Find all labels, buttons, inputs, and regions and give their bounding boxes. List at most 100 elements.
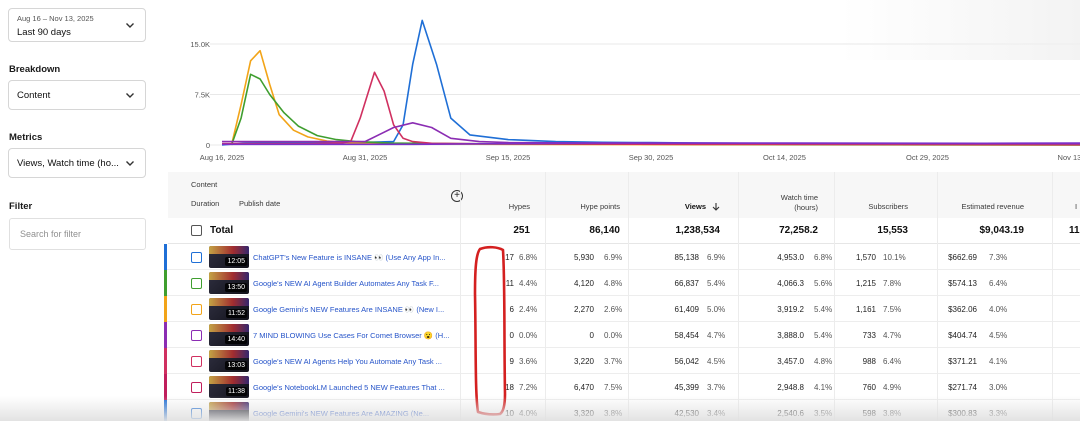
add-column-icon[interactable]: + <box>451 190 463 202</box>
table-header: Content Duration Publish date + Hypes Hy… <box>168 172 1080 218</box>
column-header-watch-time-unit: (hours) <box>794 203 818 212</box>
column-divider <box>1052 172 1053 421</box>
column-header-hype-points[interactable]: Hype points <box>580 202 620 211</box>
chevron-down-icon <box>126 23 134 28</box>
chevron-down-icon <box>126 93 134 98</box>
total-extra: 11, <box>1069 225 1080 236</box>
cell-revenue-pct: 4.1% <box>989 357 1008 366</box>
cell-subscribers: 733 <box>862 331 876 340</box>
cell-watch-time: 3,919.2 <box>777 305 804 314</box>
cell-views-pct: 6.9% <box>707 253 726 262</box>
cell-hype-points: 3,320 <box>573 409 594 418</box>
thumbnail-art <box>209 246 249 254</box>
video-thumbnail[interactable] <box>209 402 249 421</box>
series-line-4[interactable] <box>222 71 1080 146</box>
date-range-value: Last 90 days <box>17 27 71 38</box>
metrics-dropdown[interactable]: Views, Watch time (ho... <box>8 148 146 178</box>
x-tick-label: Sep 15, 2025 <box>486 153 531 162</box>
video-title-link[interactable]: Google's NEW AI Agents Help You Automate… <box>253 357 442 366</box>
table-row[interactable]: 13:03 Google's NEW AI Agents Help You Aut… <box>164 348 1080 374</box>
video-thumbnail[interactable]: 12:05 <box>209 246 249 268</box>
video-thumbnail[interactable]: 14:40 <box>209 324 249 346</box>
total-views: 1,238,534 <box>675 225 721 236</box>
video-title-link[interactable]: Google's NotebookLM Launched 5 NEW Featu… <box>253 383 445 392</box>
table-row[interactable]: 12:05 ChatGPT's New Feature is INSANE 👀 (… <box>164 244 1080 270</box>
row-checkbox[interactable] <box>191 252 202 263</box>
cell-subscribers: 988 <box>862 357 876 366</box>
cell-views-pct: 3.4% <box>707 409 726 418</box>
table-row[interactable]: 11:52 Google Gemini's NEW Features Are IN… <box>164 296 1080 322</box>
cell-subscribers-pct: 6.4% <box>883 357 902 366</box>
cell-revenue-pct: 3.0% <box>989 383 1008 392</box>
table-row[interactable]: 14:40 7 MIND BLOWING Use Cases For Comet … <box>164 322 1080 348</box>
row-checkbox[interactable] <box>191 278 202 289</box>
column-header-hypes[interactable]: Hypes <box>508 202 530 211</box>
filter-search-input[interactable] <box>20 229 140 239</box>
cell-subscribers: 1,570 <box>855 253 876 262</box>
column-header-duration[interactable]: Duration <box>191 199 220 208</box>
series-color-bar <box>164 374 167 400</box>
column-divider <box>545 172 546 421</box>
column-header-watch-time[interactable]: Watch time <box>780 193 818 202</box>
cell-subscribers: 760 <box>862 383 876 392</box>
column-header-views[interactable]: Views <box>684 202 706 211</box>
cell-revenue-pct: 4.0% <box>989 305 1008 314</box>
video-thumbnail[interactable]: 11:38 <box>209 376 249 398</box>
video-title-link[interactable]: Google Gemini's NEW Features Are AMAZING… <box>253 409 430 418</box>
row-checkbox[interactable] <box>191 304 202 315</box>
breakdown-dropdown[interactable]: Content <box>8 80 146 110</box>
content-table-body: 12:05 ChatGPT's New Feature is INSANE 👀 (… <box>164 244 1080 421</box>
cell-watch-time-pct: 5.6% <box>814 279 833 288</box>
cell-hypes: 18 <box>505 383 514 392</box>
cell-subscribers-pct: 3.8% <box>883 409 902 418</box>
thumbnail-art <box>209 272 249 280</box>
metrics-label: Metrics <box>9 132 43 143</box>
cell-subscribers-pct: 7.8% <box>883 279 902 288</box>
cell-hype-points-pct: 3.8% <box>604 409 623 418</box>
cell-revenue-pct: 4.5% <box>989 331 1008 340</box>
series-color-bar <box>164 244 167 270</box>
column-header-extra[interactable]: I <box>1075 202 1078 211</box>
row-checkbox[interactable] <box>191 330 202 341</box>
sort-arrow-down-icon[interactable] <box>712 202 720 211</box>
video-thumbnail[interactable]: 13:50 <box>209 272 249 294</box>
row-checkbox[interactable] <box>191 408 202 419</box>
series-line-3[interactable] <box>230 73 1080 146</box>
cell-hypes: 6 <box>509 305 514 314</box>
cell-hypes: 11 <box>505 279 514 288</box>
column-header-revenue[interactable]: Estimated revenue <box>961 202 1024 211</box>
total-revenue: $9,043.19 <box>979 225 1025 236</box>
cell-hypes-pct: 7.2% <box>519 383 538 392</box>
total-hypes: 251 <box>513 225 530 236</box>
cell-hype-points: 5,930 <box>573 253 594 262</box>
table-row[interactable]: 11:38 Google's NotebookLM Launched 5 NEW … <box>164 374 1080 400</box>
column-header-subscribers[interactable]: Subscribers <box>868 202 908 211</box>
cell-subscribers: 1,215 <box>855 279 876 288</box>
video-thumbnail[interactable]: 11:52 <box>209 298 249 320</box>
column-header-content[interactable]: Content <box>191 180 218 189</box>
cell-hypes: 0 <box>509 331 514 340</box>
row-checkbox[interactable] <box>191 382 202 393</box>
total-hype-points: 86,140 <box>589 225 620 236</box>
video-thumbnail[interactable]: 13:03 <box>209 350 249 372</box>
table-row[interactable]: 13:50 Google's NEW AI Agent Builder Autom… <box>164 270 1080 296</box>
cell-hype-points-pct: 3.7% <box>604 357 623 366</box>
video-title-link[interactable]: ChatGPT's New Feature is INSANE 👀 (Use A… <box>253 253 446 262</box>
cell-hype-points-pct: 2.6% <box>604 305 623 314</box>
video-title-link[interactable]: Google's NEW AI Agent Builder Automates … <box>253 279 439 288</box>
video-title-link[interactable]: Google Gemini's NEW Features Are INSANE … <box>253 305 445 314</box>
cell-subscribers: 1,161 <box>855 305 876 314</box>
date-range-dropdown[interactable]: Aug 16 – Nov 13, 2025 Last 90 days <box>8 8 146 42</box>
video-title-link[interactable]: 7 MIND BLOWING Use Cases For Comet Brows… <box>253 331 450 340</box>
select-all-checkbox[interactable] <box>191 225 202 236</box>
series-line-6[interactable] <box>222 142 1080 146</box>
filter-search-box[interactable] <box>9 218 146 250</box>
cell-hype-points-pct: 6.9% <box>604 253 623 262</box>
row-checkbox[interactable] <box>191 356 202 367</box>
series-line-2[interactable] <box>230 49 1080 146</box>
total-label: Total <box>210 225 234 236</box>
column-header-publish-date[interactable]: Publish date <box>239 199 281 208</box>
column-divider <box>460 172 461 421</box>
table-row[interactable]: Google Gemini's NEW Features Are AMAZING… <box>164 400 1080 421</box>
cell-revenue: $662.69 <box>948 253 977 262</box>
